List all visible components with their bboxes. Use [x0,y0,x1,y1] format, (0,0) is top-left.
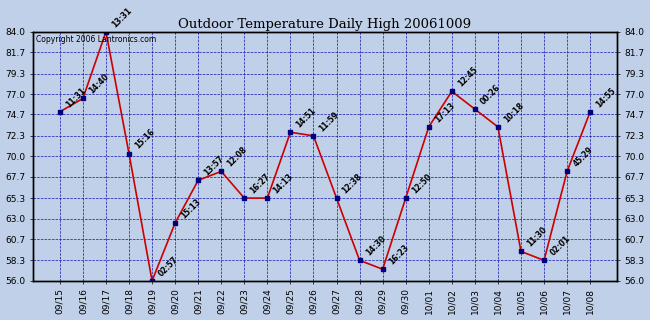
Text: 10:18: 10:18 [502,100,526,124]
Text: 11:31: 11:31 [64,86,88,109]
Text: 14:55: 14:55 [594,86,618,109]
Text: 12:50: 12:50 [410,172,433,195]
Text: 14:13: 14:13 [272,172,295,195]
Text: 11:30: 11:30 [525,225,549,249]
Text: 12:45: 12:45 [456,65,479,89]
Text: 17:13: 17:13 [433,100,456,124]
Text: 16:23: 16:23 [387,243,410,267]
Text: 14:40: 14:40 [87,72,111,96]
Text: 12:08: 12:08 [226,145,249,169]
Text: 14:51: 14:51 [294,106,318,130]
Text: 15:16: 15:16 [133,127,157,151]
Text: Copyright 2006 Lantronics.com: Copyright 2006 Lantronics.com [36,36,157,44]
Text: 00:26: 00:26 [479,83,502,106]
Text: 16:27: 16:27 [248,172,272,195]
Text: 02:01: 02:01 [548,234,571,258]
Title: Outdoor Temperature Daily High 20061009: Outdoor Temperature Daily High 20061009 [179,18,471,31]
Text: 14:30: 14:30 [364,234,387,258]
Text: 12:38: 12:38 [341,172,364,195]
Text: 02:57: 02:57 [156,255,179,278]
Text: 11:59: 11:59 [318,110,341,133]
Text: 15:13: 15:13 [179,197,203,220]
Text: 13:57: 13:57 [202,154,226,178]
Text: 45:29: 45:29 [571,145,595,169]
Text: 13:31: 13:31 [110,5,133,29]
